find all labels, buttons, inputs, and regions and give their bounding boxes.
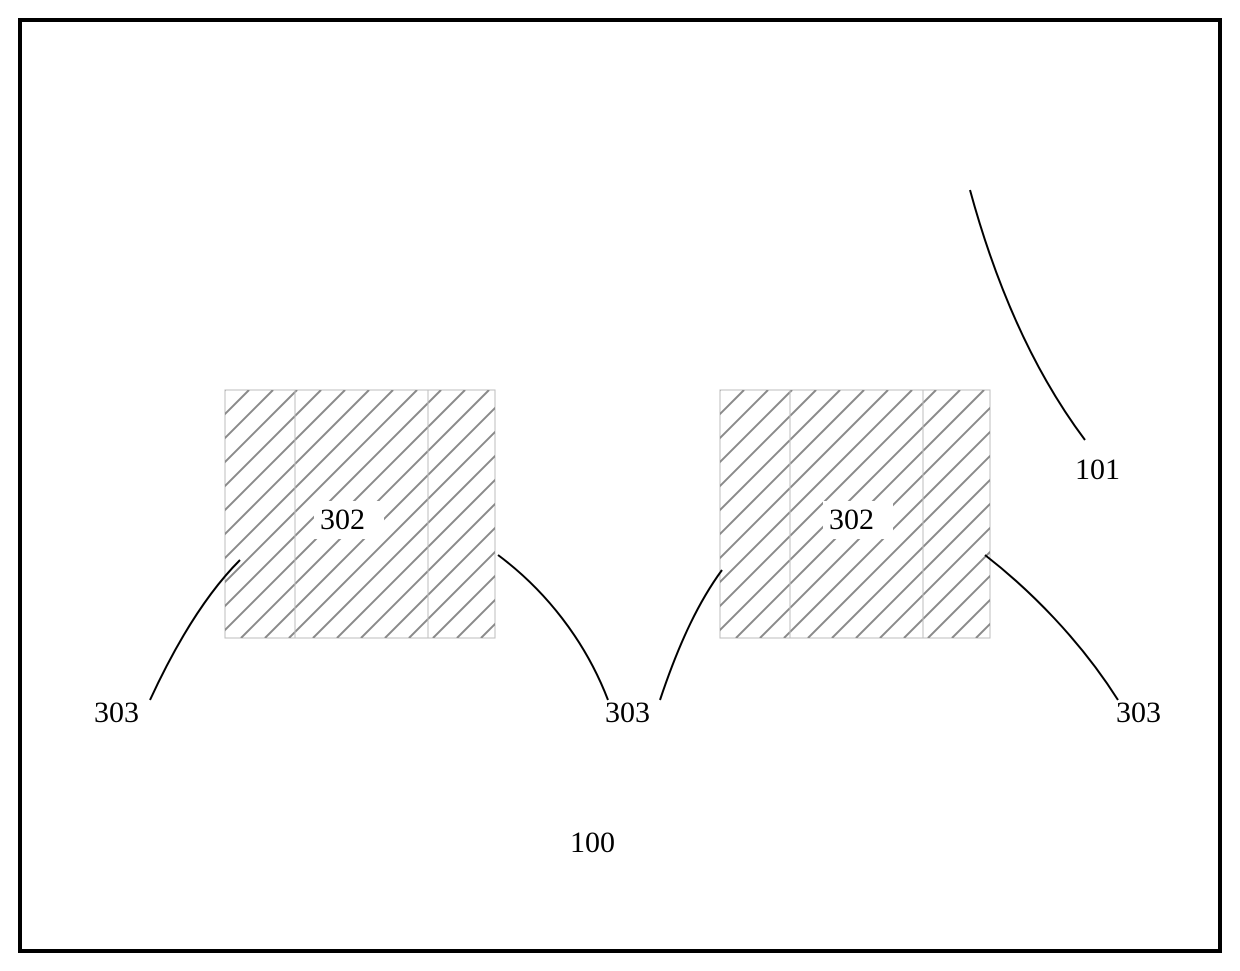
label-303-a: 303	[94, 696, 139, 730]
label-302-b: 302	[829, 503, 874, 537]
diagram-canvas: 101 302 302 303 303 303 100	[0, 0, 1240, 971]
label-302-a: 302	[320, 503, 365, 537]
label-100: 100	[570, 826, 615, 860]
label-303-c: 303	[1116, 696, 1161, 730]
outer-frame	[18, 18, 1222, 953]
label-303-b: 303	[605, 696, 650, 730]
label-101: 101	[1075, 453, 1120, 487]
